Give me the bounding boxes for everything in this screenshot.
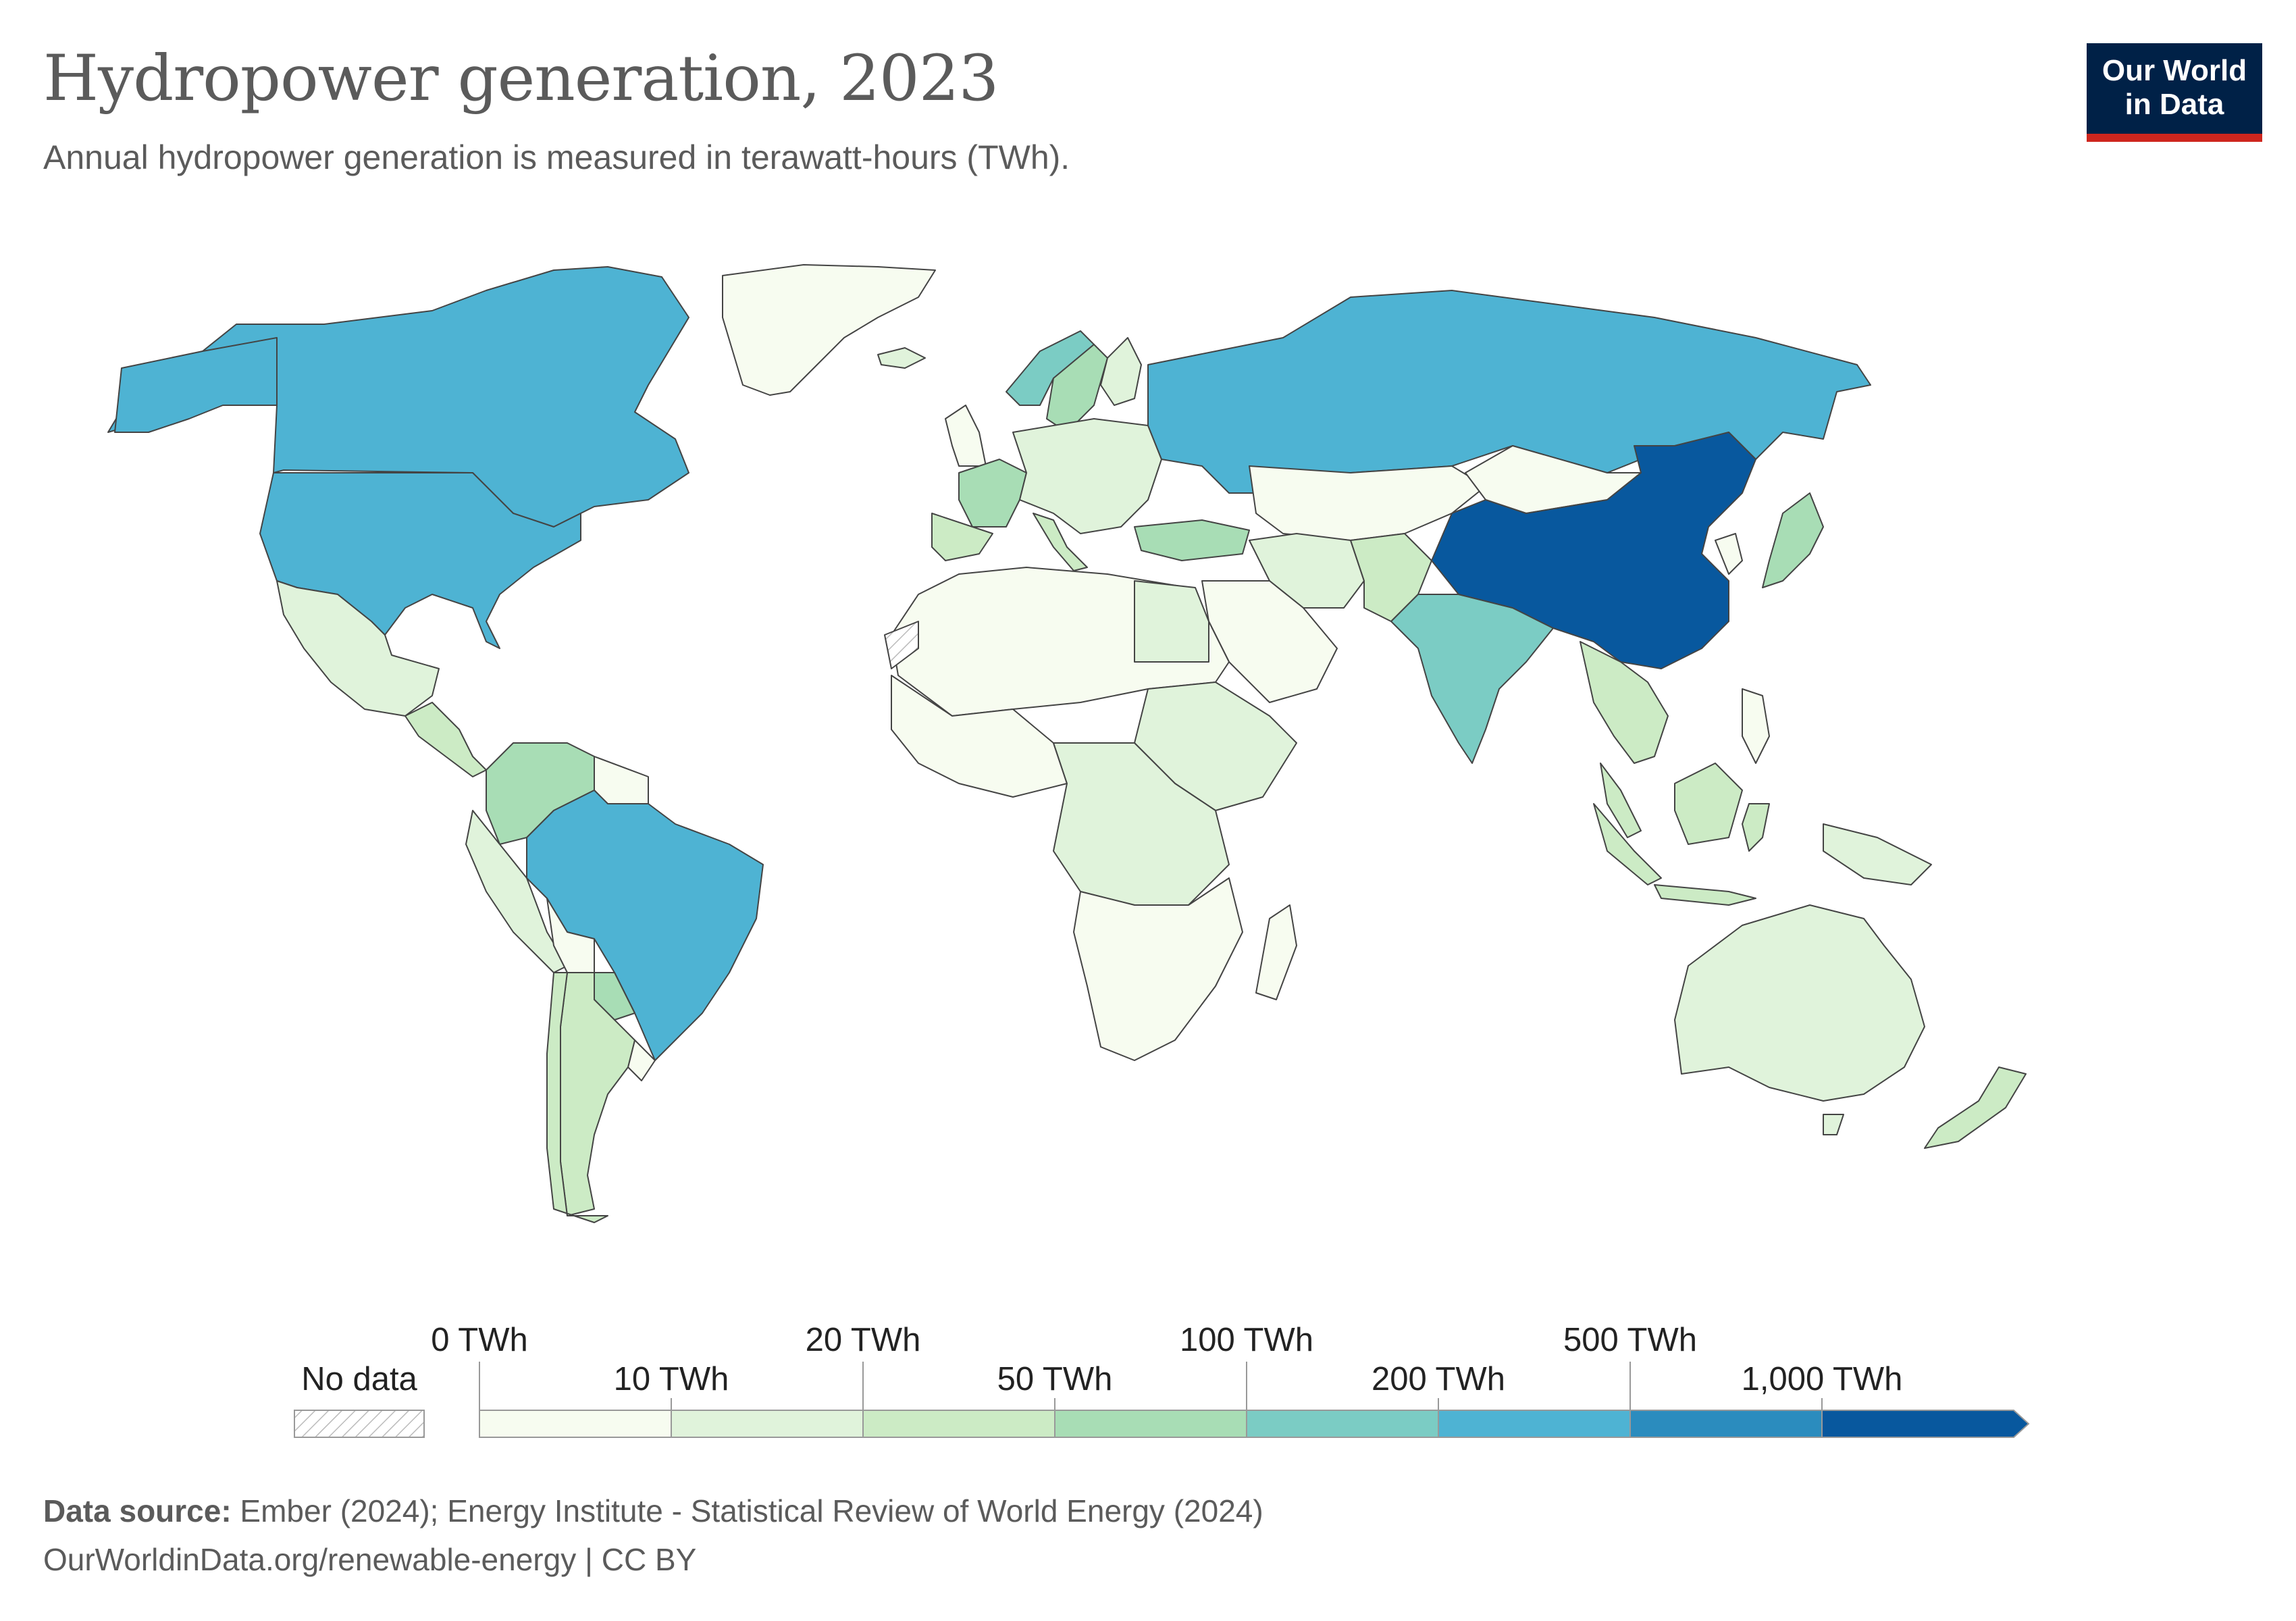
legend-label-lower: 10 TWh — [613, 1361, 729, 1397]
chart-subtitle: Annual hydropower generation is measured… — [43, 138, 1070, 176]
canada[interactable] — [107, 266, 689, 528]
data-source-text: Ember (2024); Energy Institute - Statist… — [231, 1493, 1263, 1528]
central-asia[interactable] — [1249, 465, 1486, 541]
southeast-asia[interactable] — [1580, 641, 1669, 764]
turkey[interactable] — [1134, 519, 1250, 561]
central-europe[interactable] — [1012, 418, 1162, 534]
central-america[interactable] — [405, 702, 487, 777]
uk[interactable] — [945, 405, 987, 467]
southern-africa[interactable] — [1073, 877, 1243, 1061]
west-africa[interactable] — [891, 675, 1068, 798]
legend-label-upper: 100 TWh — [1180, 1322, 1313, 1358]
sulawesi[interactable] — [1742, 803, 1770, 852]
spain[interactable] — [931, 513, 993, 561]
alaska[interactable] — [114, 337, 278, 433]
chile[interactable] — [546, 972, 608, 1223]
france[interactable] — [958, 459, 1027, 528]
india[interactable] — [1390, 594, 1554, 764]
australia[interactable] — [1674, 904, 1925, 1102]
legend-no-data-label: No data — [301, 1361, 417, 1397]
greenland[interactable] — [722, 264, 936, 396]
indonesia-sumatra[interactable] — [1593, 803, 1662, 885]
legend-label-lower: 1,000 TWh — [1741, 1361, 1903, 1397]
sweden[interactable] — [1046, 344, 1108, 433]
indonesia-java[interactable] — [1654, 884, 1756, 906]
japan[interactable] — [1762, 492, 1824, 588]
madagascar[interactable] — [1255, 904, 1297, 1000]
legend-label-upper: 0 TWh — [431, 1322, 528, 1358]
data-source: Data source: Ember (2024); Energy Instit… — [43, 1493, 1263, 1529]
western-sahara[interactable] — [884, 621, 919, 669]
new-zealand[interactable] — [1924, 1066, 2027, 1149]
footer-url[interactable]: OurWorldinData.org/renewable-energy | CC… — [43, 1542, 697, 1577]
logo-line-1: Our World — [2102, 54, 2247, 87]
logo-line-2: in Data — [2124, 88, 2224, 121]
chart-title: Hydropower generation, 2023 — [43, 42, 999, 115]
iceland[interactable] — [877, 347, 926, 369]
legend-label-upper: 20 TWh — [805, 1322, 921, 1358]
russia[interactable] — [1147, 290, 1871, 494]
data-source-label: Data source: — [43, 1493, 232, 1528]
philippines[interactable] — [1742, 688, 1770, 764]
egypt[interactable] — [1134, 580, 1209, 663]
guianas[interactable] — [594, 756, 649, 804]
legend-label-lower: 50 TWh — [997, 1361, 1113, 1397]
tasmania[interactable] — [1823, 1114, 1844, 1135]
china[interactable] — [1431, 432, 1756, 669]
korea[interactable] — [1715, 533, 1743, 575]
legend-label-upper: 500 TWh — [1563, 1322, 1697, 1358]
italy[interactable] — [1033, 513, 1088, 571]
peru[interactable] — [465, 810, 568, 973]
malaysia[interactable] — [1600, 763, 1642, 838]
finland[interactable] — [1100, 337, 1142, 406]
mexico[interactable] — [276, 580, 440, 717]
borneo[interactable] — [1674, 763, 1743, 845]
legend-label-lower: 200 TWh — [1372, 1361, 1505, 1397]
new-guinea[interactable] — [1823, 823, 1932, 885]
owid-logo[interactable]: Our World in Data — [2087, 43, 2262, 142]
